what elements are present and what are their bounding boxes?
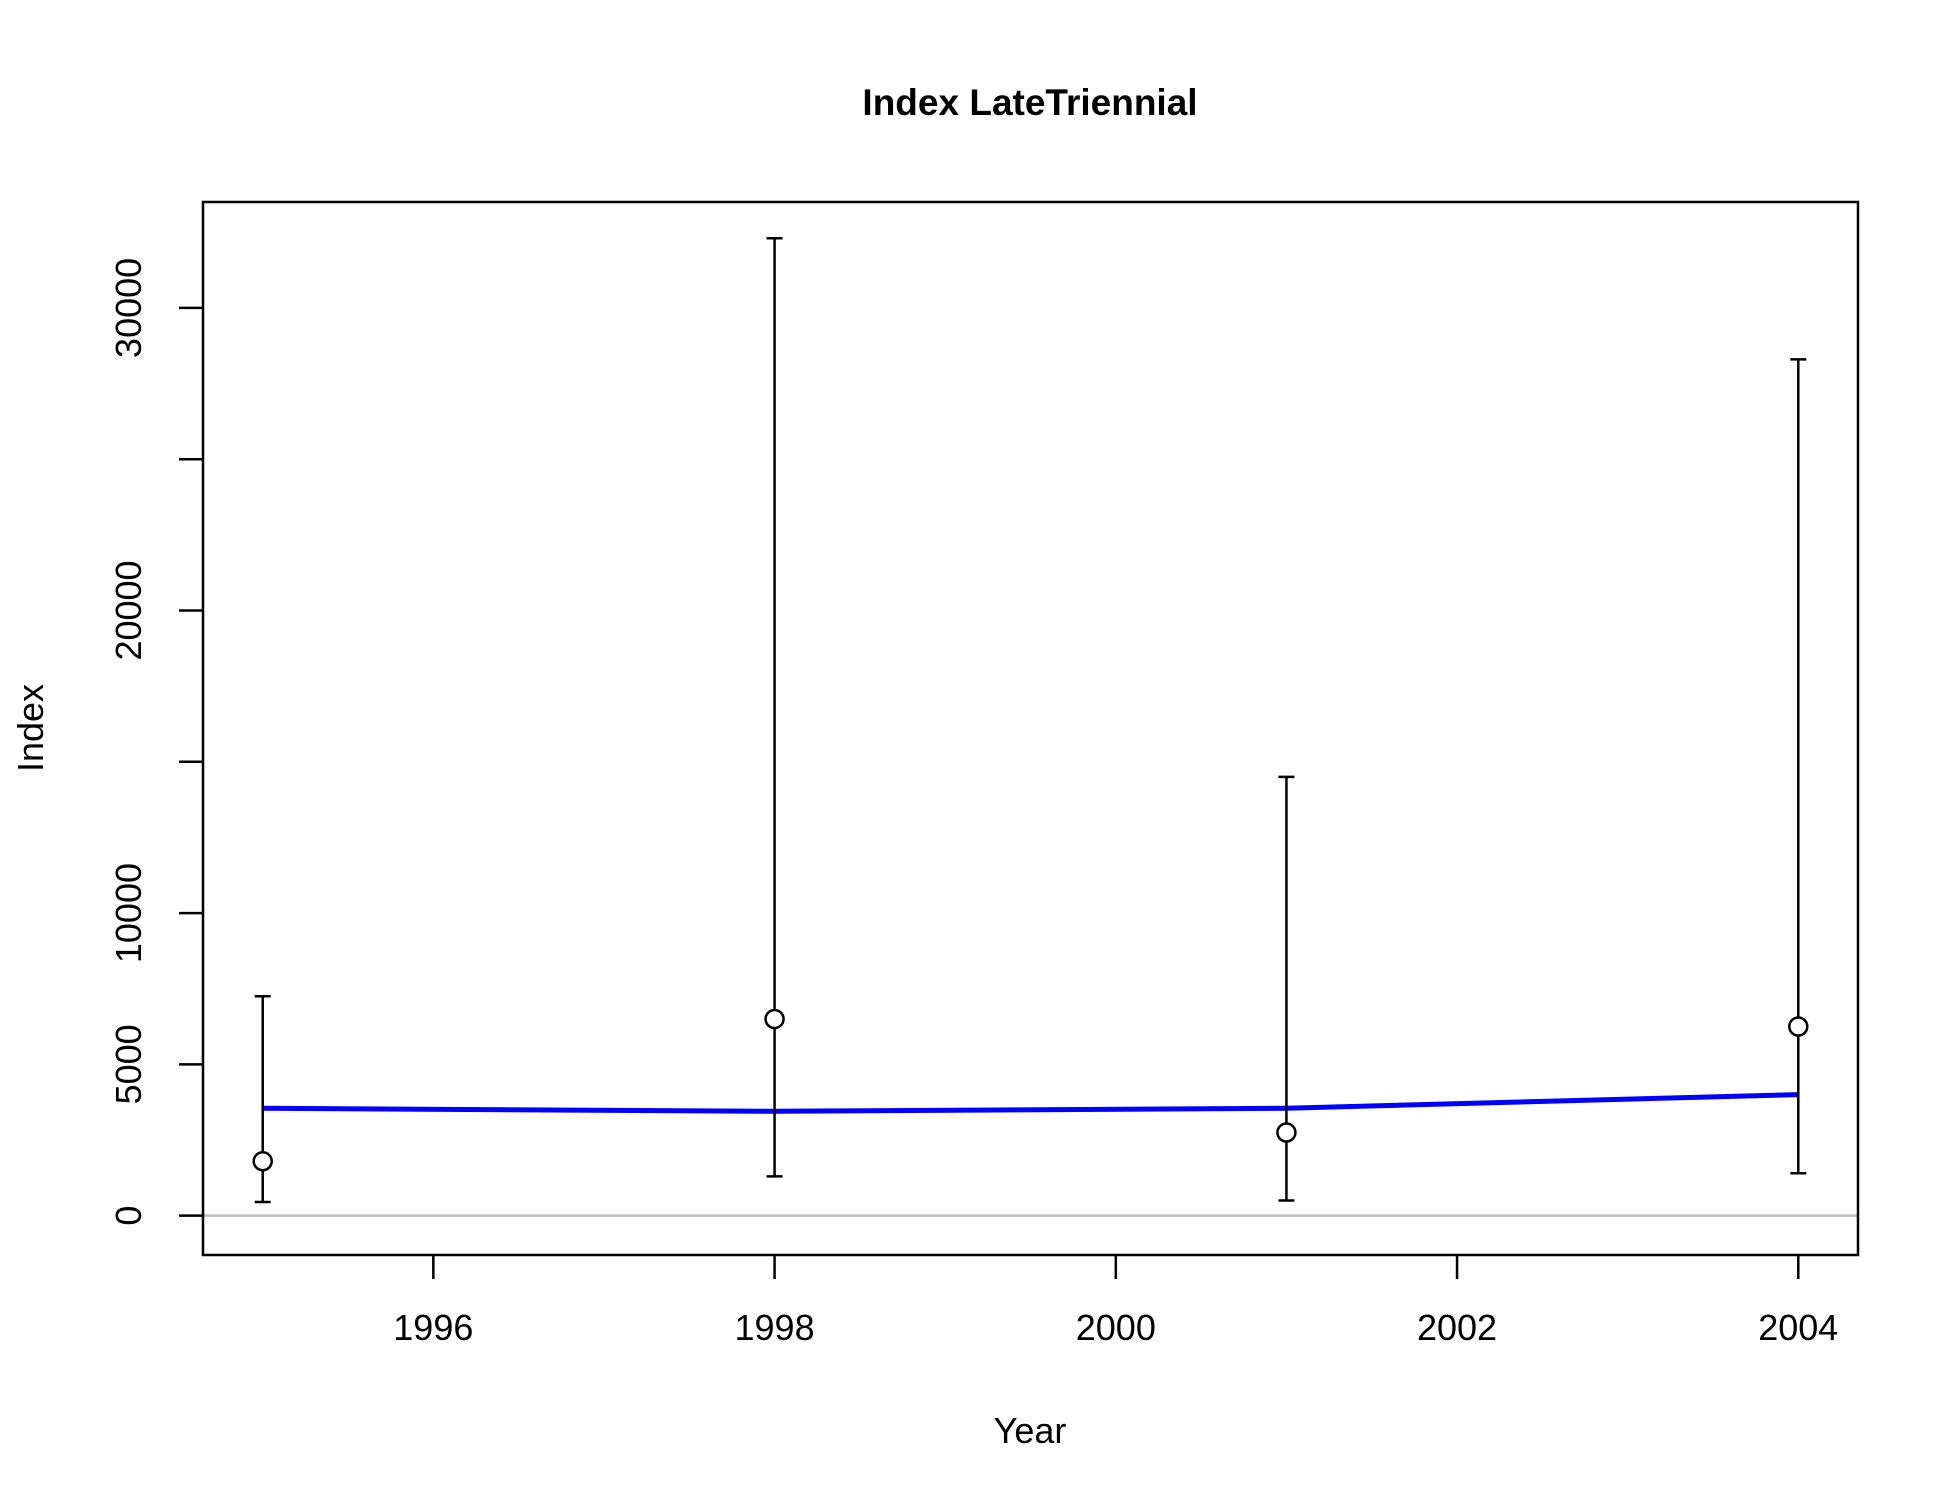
x-tick-label: 1996 [393, 1307, 473, 1348]
expected-index-line [262, 1092, 1799, 1114]
y-tick-label: 20000 [108, 560, 149, 660]
plot-frame [201, 200, 1860, 1257]
x-tick-label: 2000 [1076, 1307, 1156, 1348]
y-axis-label: Index [10, 684, 51, 772]
x-tick-label: 2004 [1758, 1307, 1838, 1348]
y-tick-label: 0 [108, 1206, 149, 1226]
y-tick-label: 10000 [108, 863, 149, 963]
plot-area [203, 237, 1858, 1217]
x-tick-label: 1998 [735, 1307, 815, 1348]
observed-point [1788, 1016, 1809, 1037]
chart-title: Index LateTriennial [862, 82, 1197, 123]
y-axis: 0 5000 10000 20000 30000 [108, 258, 203, 1226]
y-tick-label: 5000 [108, 1024, 149, 1104]
x-tick-label: 2002 [1417, 1307, 1497, 1348]
x-axis: 1996 1998 2000 2002 2004 [393, 1255, 1838, 1348]
observed-point [252, 1150, 273, 1172]
y-tick-label: 30000 [108, 258, 149, 358]
observed-point [1276, 1122, 1297, 1143]
observed-point [764, 1008, 785, 1030]
x-axis-label: Year [994, 1410, 1067, 1451]
